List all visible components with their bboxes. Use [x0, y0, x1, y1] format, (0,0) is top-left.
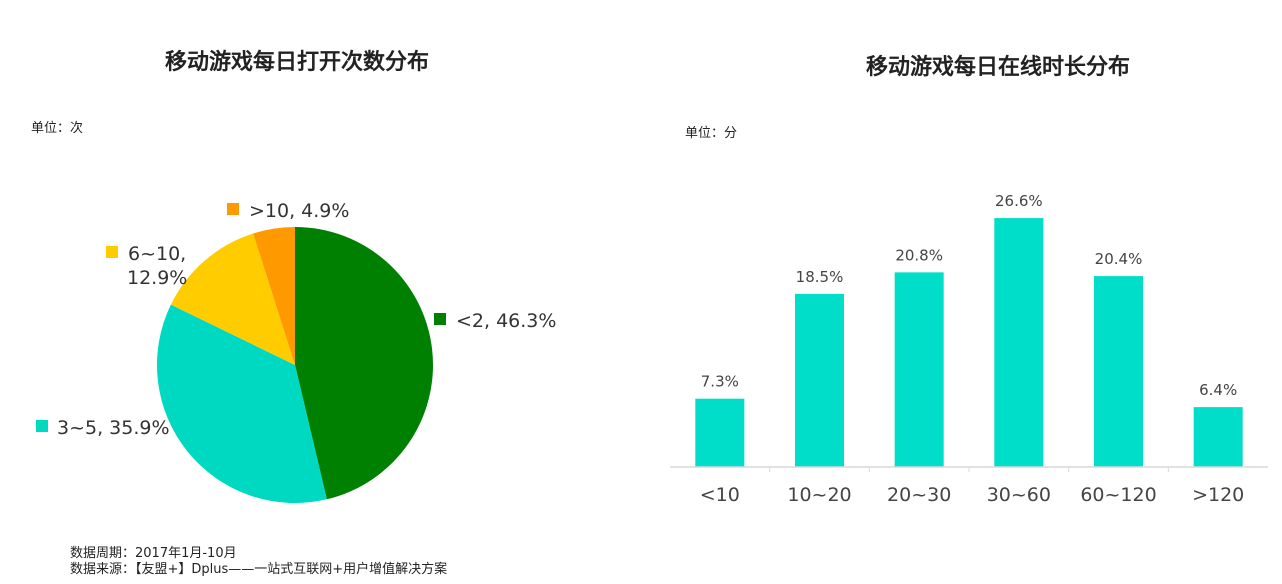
- pie-data-label-3: >10, 4.9%: [249, 200, 349, 222]
- x-tick-label-3: 30~60: [987, 484, 1051, 506]
- x-tick-label-0: <10: [700, 484, 740, 506]
- bar-data-label-4: 20.4%: [1095, 250, 1143, 268]
- bar-1: [795, 293, 844, 467]
- pie-legend-swatch-1: [36, 420, 48, 432]
- pie-data-label-1: 3~5, 35.9%: [57, 417, 170, 439]
- bar-data-label-1: 18.5%: [796, 268, 844, 286]
- bar-data-label-5: 6.4%: [1199, 381, 1237, 399]
- bar-chart-title: 移动游戏每日在线时长分布: [866, 55, 1131, 80]
- pie-data-label-0: <2, 46.3%: [456, 310, 556, 332]
- data-source: 数据来源：【友盟+】Dplus——一站式互联网+用户增值解决方案: [70, 562, 448, 577]
- pie-chart: <2, 46.3% 3~5, 35.9% 6~10, 12.9% >10, 4.9%: [36, 200, 556, 504]
- data-period: 数据周期：2017年1月-10月: [70, 546, 237, 561]
- bar-4: [1094, 276, 1143, 467]
- pie-legend-swatch-2: [106, 246, 118, 258]
- bar-data-label-2: 20.8%: [895, 246, 943, 264]
- pie-chart-title: 移动游戏每日打开次数分布: [165, 50, 430, 75]
- bar-2: [894, 272, 944, 467]
- pie-data-label-2: 6~10, 12.9%: [127, 243, 187, 289]
- bar-chart: 7.3% 18.5% 20.8% 26.6% 20.4% 6.4% <10 10~20 20~…: [670, 192, 1268, 506]
- pie-slice-1: [157, 304, 327, 504]
- pie-legend-swatch-3: [227, 203, 239, 215]
- x-tick-label-4: 60~120: [1080, 484, 1156, 506]
- bar-chart-unit: 单位：分: [685, 126, 738, 141]
- x-tick-label-5: >120: [1192, 484, 1244, 506]
- bar-0: [695, 398, 745, 467]
- bar-5: [1193, 407, 1243, 467]
- bar-3: [994, 218, 1044, 467]
- pie-legend-swatch-0: [434, 313, 446, 325]
- pie-slice-3: [253, 227, 295, 365]
- x-tick-label-2: 20~30: [887, 484, 951, 506]
- pie-chart-unit: 单位：次: [31, 121, 84, 136]
- bar-data-label-0: 7.3%: [701, 373, 739, 391]
- pie-slice-2: [170, 233, 295, 365]
- bar-data-label-3: 26.6%: [995, 192, 1043, 210]
- x-tick-label-1: 10~20: [787, 484, 851, 506]
- pie-slice-0: [295, 227, 433, 500]
